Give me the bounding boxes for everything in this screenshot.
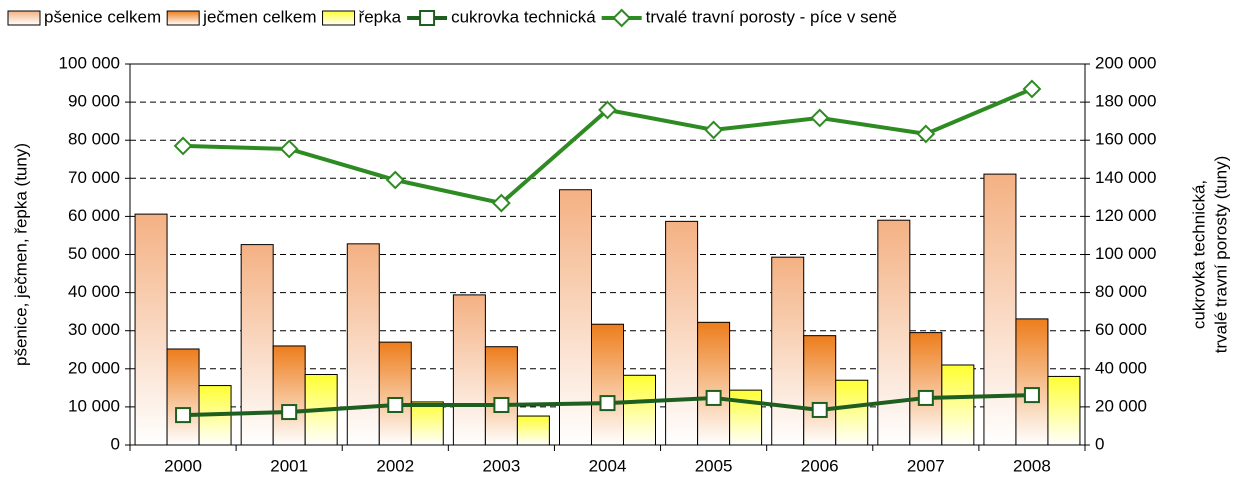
line-marker [704,120,724,140]
legend-label: ječmen celkem [202,7,316,26]
plot-frame [129,63,1086,446]
y2-tick-label: 120 000 [1095,206,1156,225]
line-marker [419,10,436,26]
y2-tick-label: 40 000 [1095,358,1147,377]
y2-axis-label: trvalé travní porosty (tuny) [1211,156,1230,353]
y-tick-label: 20 000 [68,358,120,377]
legend-label: řepka [359,7,402,26]
bar [484,346,518,446]
bar [877,219,911,446]
bar [803,335,837,446]
y2-tick-label: 140 000 [1095,168,1156,187]
y2-tick-label: 80 000 [1095,282,1147,301]
line-marker [387,396,404,413]
y-tick-label: 0 [111,434,120,453]
bar [729,389,763,446]
bar [983,173,1017,446]
y2-axis-label: cukrovka technická, [1189,180,1208,329]
line-marker [175,407,192,424]
legend-label: trvalé travní porosty - píce v seně [646,7,897,26]
bar [378,341,412,446]
x-tick-label: 2003 [482,456,520,475]
line-marker [612,8,632,28]
legend-swatch [166,10,200,26]
legend-label: cukrovka technická [451,7,596,26]
line-marker [1023,387,1040,404]
bar [591,323,624,446]
line-marker [705,389,722,406]
y2-tick-label: 20 000 [1095,396,1147,415]
y-tick-label: 90 000 [68,92,120,111]
y-tick-label: 100 000 [59,53,120,72]
line-marker [173,136,193,156]
bar [697,321,731,446]
y-tick-label: 40 000 [68,282,120,301]
line-marker [281,404,298,421]
legend-swatch [7,10,41,26]
bar [346,243,380,446]
bar [909,332,943,446]
bar [835,379,869,446]
bar [941,364,975,446]
bar [771,256,805,446]
y2-tick-label: 200 000 [1095,53,1156,72]
line-marker [279,139,299,159]
x-tick-label: 2008 [1013,456,1051,475]
y-tick-label: 60 000 [68,206,120,225]
y2-tick-label: 60 000 [1095,320,1147,339]
y2-tick-label: 0 [1095,434,1104,453]
line-marker [916,124,936,144]
y-tick-label: 70 000 [68,168,120,187]
line-marker [385,170,405,190]
x-tick-label: 2006 [801,456,839,475]
bar [516,415,550,446]
y-tick-label: 50 000 [68,244,120,263]
x-tick-label: 2004 [589,456,627,475]
legend-swatch [322,10,356,26]
y2-tick-label: 160 000 [1095,130,1156,149]
x-tick-label: 2000 [164,456,202,475]
x-tick-label: 2002 [376,456,414,475]
line-marker [598,100,617,120]
line-marker [810,108,830,128]
bar [559,189,592,446]
y-tick-label: 80 000 [68,130,120,149]
line-marker [917,389,934,406]
y2-tick-label: 180 000 [1095,92,1156,111]
y-tick-label: 30 000 [68,320,120,339]
x-tick-label: 2007 [907,456,945,475]
bar [1047,375,1081,446]
y-axis-label: pšenice, ječmen, řepka (tuny) [11,143,30,366]
bar [452,294,486,446]
bar [166,348,200,446]
line-marker [1022,79,1042,99]
bar [134,213,168,446]
x-tick-label: 2005 [695,456,733,475]
line-marker [599,395,616,412]
line-marker [811,401,828,418]
bar [272,345,306,446]
line-marker [491,193,511,213]
y-tick-label: 10 000 [68,396,120,415]
y2-tick-label: 100 000 [1095,244,1156,263]
legend-label: pšenice celkem [44,7,161,26]
x-tick-label: 2001 [270,456,308,475]
bar [1015,318,1049,446]
bar [623,374,656,446]
bar [410,401,444,446]
bar [665,220,699,446]
line-marker [493,396,510,413]
